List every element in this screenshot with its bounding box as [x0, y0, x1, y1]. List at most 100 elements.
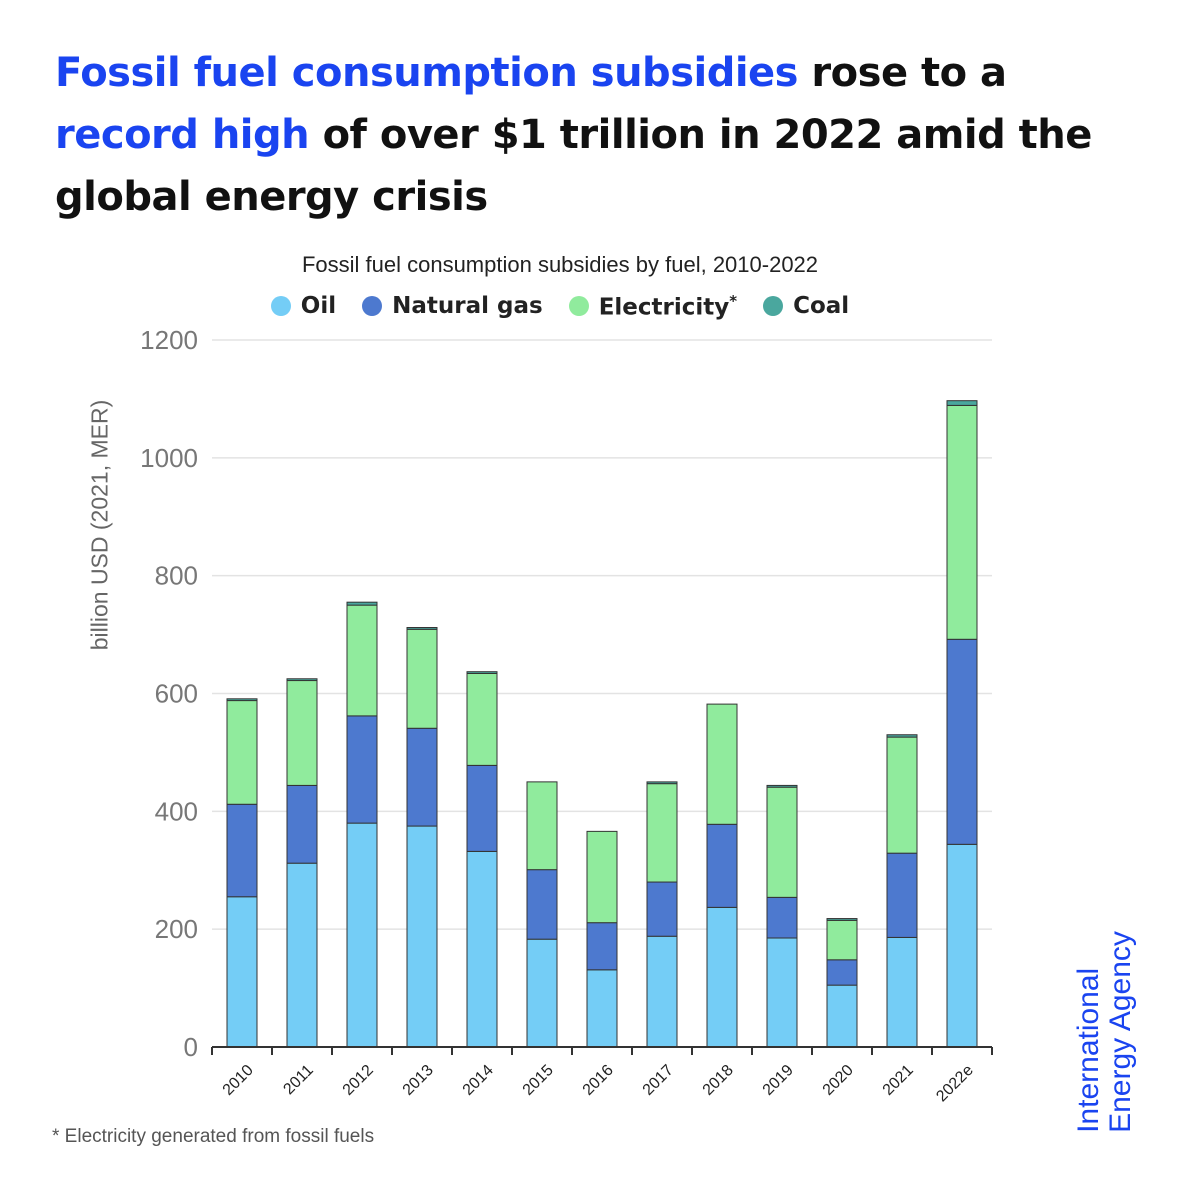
bar-stack-2020: [826, 918, 858, 1048]
bar-stack-2015: [526, 781, 558, 1048]
bar-stack-2013: [406, 627, 438, 1048]
bar-stack-2018: [706, 703, 738, 1048]
bar-stack-2011: [286, 678, 318, 1048]
legend-label-oil: Oil: [300, 293, 337, 320]
bar-segment-oil: [406, 825, 438, 1048]
y-tick-label: 1200: [140, 325, 198, 355]
footnote: * Electricity generated from fossil fuel…: [52, 1126, 375, 1147]
legend-swatch-electricity: [568, 296, 589, 317]
bar-segment-electricity: [406, 628, 438, 729]
bar-segment-oil: [526, 938, 558, 1048]
x-tick-label: 2010: [220, 1062, 257, 1099]
iea-logo: International Energy Agency: [1072, 931, 1137, 1133]
bar-segment-electricity: [766, 786, 798, 898]
headline: Fossil fuel consumption subsidies rose t…: [55, 42, 1135, 228]
bar-segment-coal: [226, 698, 258, 702]
bar-segment-oil: [766, 937, 798, 1048]
headline-highlight-subsidies: Fossil fuel consumption subsidies: [55, 50, 799, 96]
bar-segment-oil: [286, 862, 318, 1048]
x-tick-label: 2018: [700, 1062, 737, 1099]
bar-segment-oil: [886, 936, 918, 1048]
y-tick-label: 1000: [140, 443, 198, 473]
legend-item-coal: Coal: [763, 292, 849, 321]
legend-label-natural-gas: Natural gas: [392, 293, 543, 320]
bar-stack-2012: [346, 601, 378, 1048]
bar-segment-electricity: [466, 672, 498, 766]
bar-stack-2017: [646, 781, 678, 1048]
bar-segment-oil: [946, 843, 978, 1048]
headline-highlight-record: record high: [55, 112, 310, 158]
bar-segment-coal: [886, 734, 918, 738]
bar-stack-2019: [766, 784, 798, 1048]
y-tick-label: 800: [155, 561, 198, 591]
bar-segment-oil: [826, 984, 858, 1048]
bar-segment-coal: [286, 678, 318, 682]
x-tick-label: 2012: [340, 1062, 377, 1099]
bar-segment-electricity: [346, 604, 378, 717]
legend-swatch-oil: [270, 296, 291, 317]
legend-swatch-natural-gas: [362, 296, 383, 317]
bar-segment-natural-gas: [406, 727, 438, 827]
x-tick-label: 2017: [640, 1062, 677, 1099]
grid-lines: 0 200 400 600 800 1000 1200: [140, 325, 992, 1062]
bar-segment-coal: [346, 601, 378, 606]
x-tick-label: 2015: [520, 1062, 557, 1099]
bar-segment-oil: [586, 969, 618, 1048]
bar-segment-natural-gas: [526, 869, 558, 940]
y-tick-label: 400: [155, 796, 198, 826]
x-tick-label: 2021: [880, 1062, 917, 1099]
legend-item-electricity: Electricity*: [568, 292, 737, 321]
bar-segment-natural-gas: [946, 638, 978, 845]
x-axis: 2010 2011 2012 2013 2014 2015 2016 2017 2018 2019…: [211, 1046, 993, 1105]
bar-segment-natural-gas: [466, 764, 498, 852]
bar-segment-electricity: [826, 919, 858, 961]
y-tick-label: 200: [155, 914, 198, 944]
bar-segment-coal: [946, 400, 978, 406]
bar-segment-oil: [646, 935, 678, 1048]
bar-stack-2016: [586, 830, 618, 1048]
legend-item-oil: Oil: [270, 292, 337, 321]
bar-stack-2021: [886, 734, 918, 1048]
bar-segment-oil: [466, 850, 498, 1048]
bar-segment-electricity: [586, 830, 618, 924]
bar-segment-natural-gas: [286, 784, 318, 864]
bar-segment-oil: [226, 896, 258, 1048]
bar-segment-electricity: [286, 680, 318, 786]
legend-footnote-marker: *: [729, 292, 738, 310]
bar-segment-electricity: [706, 703, 738, 825]
bar-segment-natural-gas: [706, 823, 738, 908]
iea-logo-line-1: International: [1072, 967, 1105, 1133]
legend-label-coal: Coal: [793, 293, 850, 320]
legend-swatch-coal: [763, 296, 784, 317]
bar-segment-coal: [766, 784, 798, 788]
chart-legend: Oil Natural gas Electricity* Coal: [0, 292, 1120, 321]
bar-segment-electricity: [886, 736, 918, 854]
x-tick-label: 2014: [460, 1062, 497, 1099]
bar-segment-electricity: [946, 404, 978, 640]
bar-segment-coal: [646, 781, 678, 785]
x-tick-label: 2013: [400, 1062, 437, 1099]
bar-segment-natural-gas: [766, 896, 798, 939]
x-tick-label: 2020: [820, 1062, 857, 1099]
x-tick-label: 2016: [580, 1062, 617, 1099]
y-tick-label: 600: [155, 679, 198, 709]
bar-segment-coal: [826, 918, 858, 921]
headline-text-2: of over $1 trillion in 2022 amid the glo…: [55, 112, 1092, 220]
bar-segment-natural-gas: [586, 922, 618, 971]
bar-stack-2010: [226, 698, 258, 1048]
bar-stack-2014: [466, 671, 498, 1048]
bar-segment-coal: [466, 671, 498, 674]
bar-segment-natural-gas: [226, 803, 258, 898]
bar-segment-natural-gas: [646, 881, 678, 937]
legend-label-electricity: Electricity*: [599, 292, 737, 321]
y-tick-label: 0: [184, 1032, 198, 1062]
bar-segment-natural-gas: [826, 959, 858, 986]
bar-segment-natural-gas: [346, 715, 378, 824]
bar-segment-oil: [346, 822, 378, 1048]
iea-logo-line-2: Energy Agency: [1104, 931, 1137, 1133]
x-tick-label: 2011: [280, 1062, 316, 1098]
chart-title: Fossil fuel consumption subsidies by fue…: [301, 252, 819, 277]
bar-segment-electricity: [526, 781, 558, 871]
bar-segment-electricity: [646, 783, 678, 883]
